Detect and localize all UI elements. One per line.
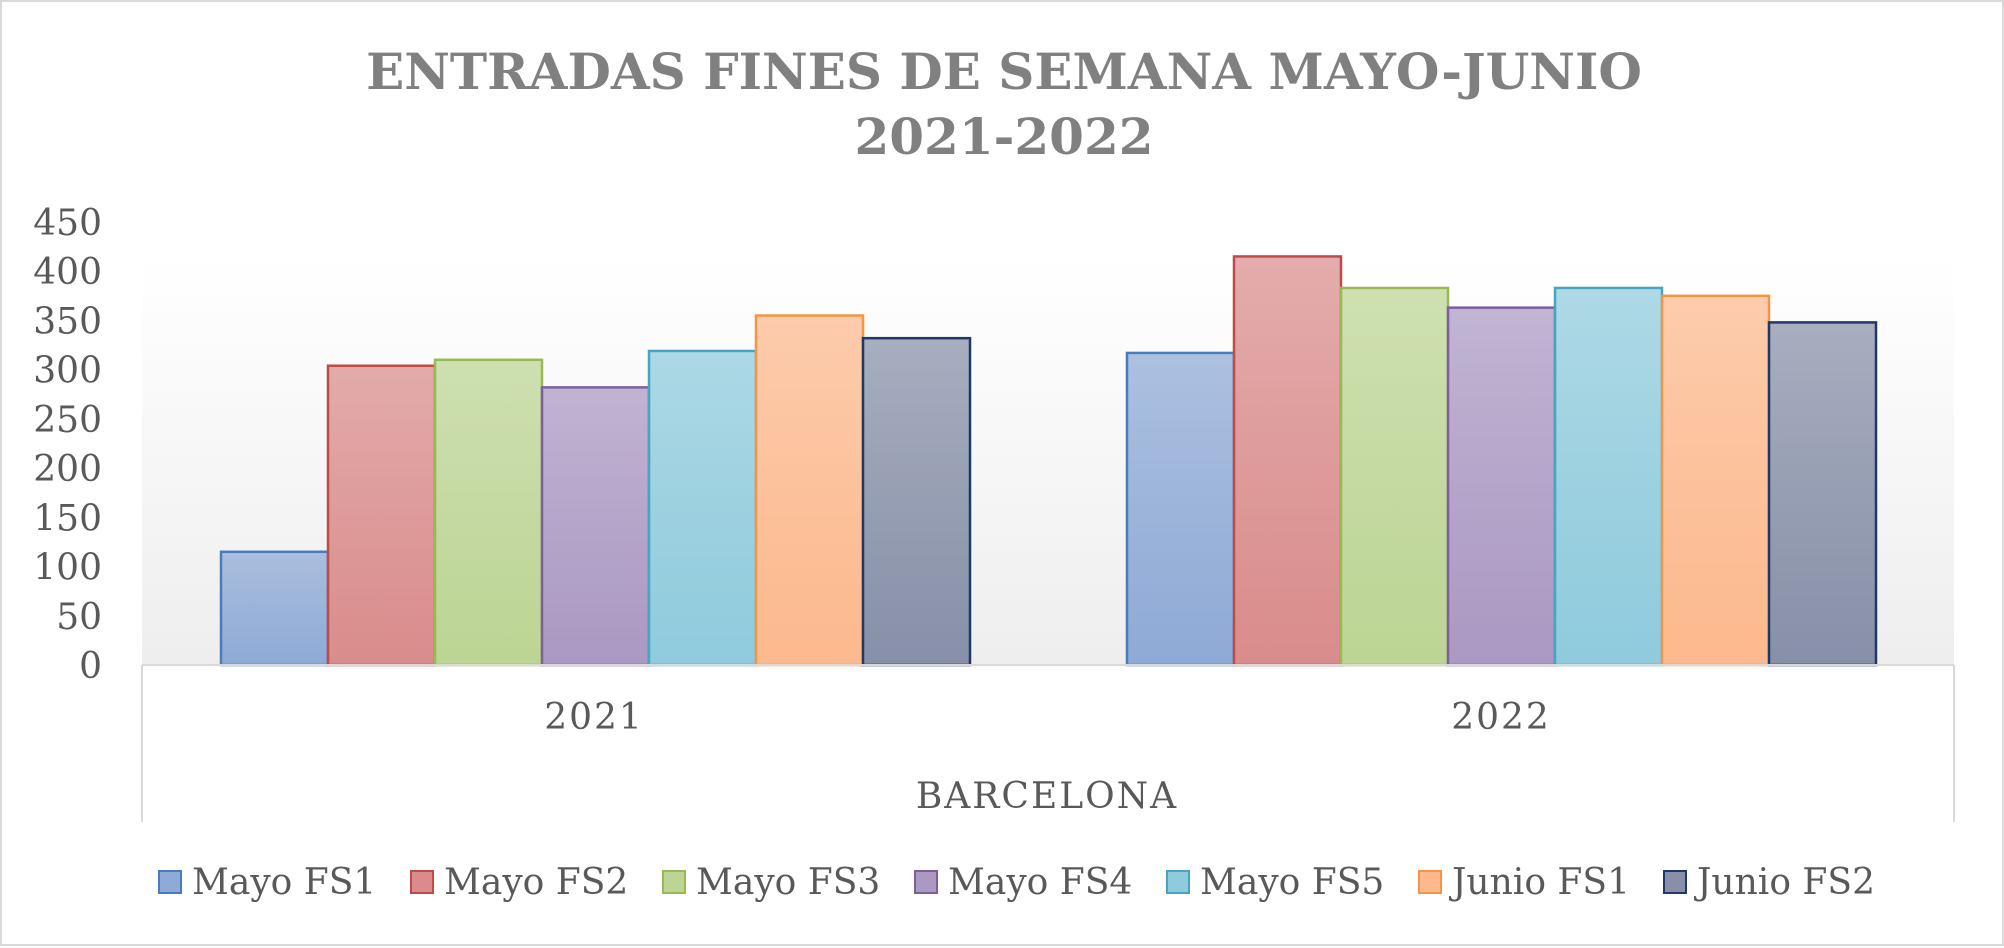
legend-label: Mayo FS3 [696, 862, 880, 903]
bar-mayo-fs5-2022 [1553, 286, 1664, 667]
y-tick-label: 300 [33, 351, 102, 392]
legend-item: Mayo FS1 [158, 862, 376, 903]
y-tick-label: 200 [33, 449, 102, 490]
bar-mayo-fs3-2022 [1339, 286, 1450, 667]
bar-junio-fs1-2022 [1660, 294, 1771, 667]
bar-mayo-fs1-2022 [1125, 351, 1236, 667]
y-tick-label: 350 [33, 301, 102, 342]
legend-swatch [1663, 870, 1687, 894]
category-label-2022: 2022 [1451, 697, 1551, 738]
bar-junio-fs1-2021 [754, 314, 865, 667]
y-tick-label: 250 [33, 400, 102, 441]
legend-item: Mayo FS5 [1166, 862, 1384, 903]
bar-mayo-fs1-2021 [219, 550, 330, 667]
legend-label: Mayo FS4 [948, 862, 1132, 903]
bar-junio-fs2-2021 [861, 336, 972, 667]
legend-swatch [662, 870, 686, 894]
y-tick-label: 450 [33, 203, 102, 244]
legend-swatch [410, 870, 434, 894]
y-tick-label: 100 [33, 548, 102, 589]
bar-junio-fs2-2022 [1767, 321, 1878, 667]
bar-mayo-fs3-2021 [433, 358, 544, 667]
legend-item: Junio FS1 [1418, 862, 1630, 903]
bar-mayo-fs4-2021 [540, 386, 651, 667]
category-label-2021: 2021 [544, 697, 644, 738]
y-tick-label: 50 [56, 597, 102, 638]
bar-mayo-fs4-2022 [1446, 306, 1557, 667]
group-label: BARCELONA [916, 776, 1178, 817]
legend-swatch [914, 870, 938, 894]
legend-swatch [1166, 870, 1190, 894]
legend-label: Mayo FS2 [444, 862, 628, 903]
bars-group [219, 255, 1878, 667]
legend-label: Junio FS1 [1448, 862, 1630, 903]
legend: Mayo FS1 Mayo FS2 Mayo FS3 Mayo FS4 Mayo FS5… [158, 862, 1875, 903]
bar-mayo-fs2-2022 [1232, 255, 1343, 667]
y-tick-label: 400 [33, 252, 102, 293]
bar-mayo-fs2-2021 [326, 364, 437, 667]
legend-item: Mayo FS3 [662, 862, 880, 903]
y-tick-label: 0 [79, 646, 102, 687]
legend-item: Mayo FS2 [410, 862, 628, 903]
legend-item: Mayo FS4 [914, 862, 1132, 903]
y-tick-label: 150 [33, 498, 102, 539]
legend-item: Junio FS2 [1663, 862, 1875, 903]
bar-mayo-fs5-2021 [647, 349, 758, 667]
legend-label: Mayo FS1 [192, 862, 376, 903]
legend-swatch [1418, 870, 1442, 894]
axis-lines [141, 664, 1955, 822]
legend-label: Mayo FS5 [1200, 862, 1384, 903]
y-axis-tick-labels: 0 50 100 150 200 250 300 350 400 450 [33, 203, 102, 687]
legend-swatch [158, 870, 182, 894]
chart-title-line-1: ENTRADAS FINES DE SEMANA MAYO-JUNIO [366, 42, 1642, 101]
chart-title-line-2: 2021-2022 [854, 107, 1153, 166]
legend-label: Junio FS2 [1693, 862, 1875, 903]
